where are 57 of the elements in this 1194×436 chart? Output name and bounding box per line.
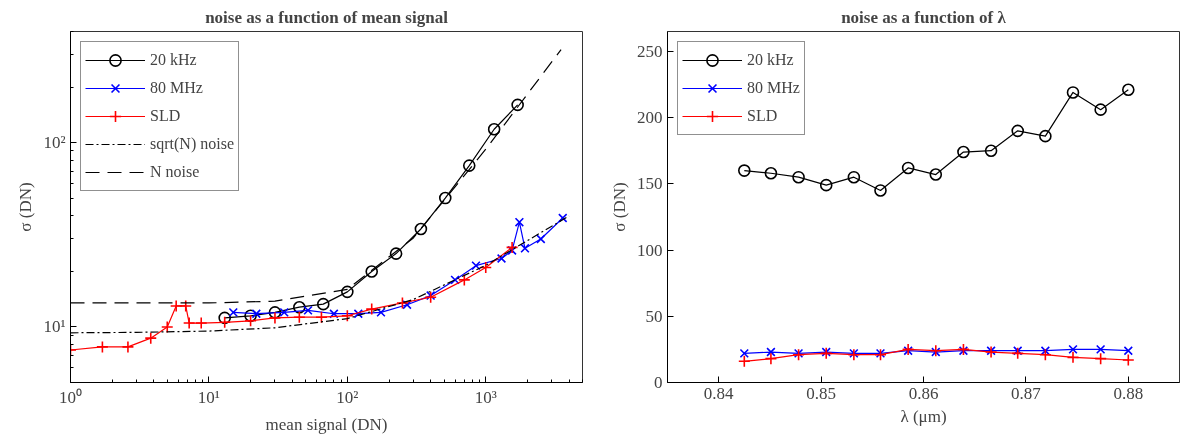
legend-label: sqrt(N) noise (150, 134, 234, 155)
point (738, 355, 751, 368)
x-tick-label: 0.86 (908, 383, 939, 403)
y-tick-label: 100 (637, 240, 663, 260)
point (984, 144, 998, 157)
point (874, 184, 887, 197)
legend-label: 80 MHz (150, 78, 203, 98)
point (1123, 346, 1133, 356)
point (738, 164, 751, 177)
point (1066, 86, 1080, 99)
legend-label: 80 MHz (747, 78, 800, 98)
point (1068, 344, 1078, 355)
x-tick-label: 10³ (474, 387, 497, 407)
x-axis-title: mean signal (DN) (265, 414, 388, 434)
point (957, 145, 970, 159)
point (929, 168, 943, 181)
point (1122, 83, 1135, 97)
point (764, 166, 778, 180)
point (819, 178, 833, 192)
point (1122, 353, 1135, 367)
legend-label: SLD (747, 106, 778, 126)
point (847, 170, 861, 184)
point (1013, 346, 1023, 356)
y-tick-label: 150 (637, 174, 663, 194)
chart-title: noise as a function of λ (841, 7, 1007, 27)
x-axis-title: λ (μm) (900, 406, 947, 426)
point (792, 170, 805, 184)
point (1094, 103, 1107, 116)
x-tick-label: 0.87 (1011, 383, 1042, 403)
y-tick-label: 200 (637, 108, 663, 128)
x-tick-label: 10² (336, 387, 359, 407)
x-tick-label: 0.88 (1113, 383, 1144, 403)
y-axis-title: σ (DN) (16, 182, 36, 232)
legend-label: SLD (150, 106, 181, 126)
point (764, 352, 778, 365)
point (739, 348, 749, 359)
point (766, 347, 776, 357)
y-axis-title: σ (DN) (610, 182, 629, 232)
y-tick-label: 50 (645, 306, 663, 326)
legend-label: 20 kHz (747, 50, 794, 70)
point (1039, 129, 1052, 143)
legend-label: 20 kHz (150, 50, 197, 70)
x-tick-label: 10⁰ (59, 387, 82, 407)
legend-label: N noise (150, 162, 200, 182)
point (901, 161, 915, 175)
x-tick-label: 10¹ (197, 387, 220, 407)
point (1011, 124, 1025, 138)
point (1094, 352, 1107, 365)
x-tick-label: 0.84 (703, 383, 735, 403)
point (1011, 347, 1025, 360)
point (1095, 344, 1106, 355)
chart-title: noise as a function of mean signal (205, 7, 449, 27)
point (1039, 348, 1052, 361)
x-tick-label: 0.85 (806, 383, 836, 403)
y-tick-label: 250 (637, 41, 663, 61)
y-tick-label: 0 (654, 373, 663, 392)
point (1066, 351, 1080, 364)
